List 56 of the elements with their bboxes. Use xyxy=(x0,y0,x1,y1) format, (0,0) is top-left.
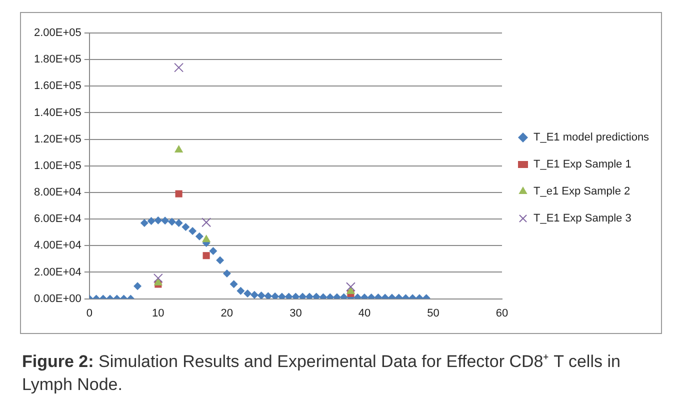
x-tick-label: 30 xyxy=(290,307,302,320)
x-tick-label: 50 xyxy=(427,307,440,320)
point xyxy=(188,227,197,236)
point xyxy=(168,218,176,226)
y-tick-label: 2.00E+05 xyxy=(34,27,82,40)
point xyxy=(154,216,162,224)
x-tick-label: 40 xyxy=(358,307,371,320)
point xyxy=(153,273,163,283)
point xyxy=(216,256,224,264)
x-tick-label: 60 xyxy=(496,307,508,320)
point xyxy=(161,216,170,225)
point xyxy=(182,223,190,232)
legend-label: T_e1 Exp Sample 2 xyxy=(534,186,630,198)
point xyxy=(278,292,286,299)
x-tick-label: 20 xyxy=(220,307,234,320)
point xyxy=(195,232,204,240)
y-tick-label: 1.00E+05 xyxy=(34,160,82,172)
y-tick-label: 2.00E+04 xyxy=(34,266,82,278)
y-tick-label: 1.60E+05 xyxy=(34,80,82,92)
point xyxy=(202,218,212,228)
y-tick-label: 1.80E+05 xyxy=(34,54,82,66)
y-tick-label: 0.00E+00 xyxy=(34,292,82,305)
point xyxy=(140,219,148,228)
point xyxy=(209,246,218,255)
point xyxy=(202,252,210,260)
y-tick-label: 1.40E+05 xyxy=(34,106,82,119)
legend-label: T_E1 Exp Sample 3 xyxy=(534,212,632,225)
y-tick-label: 8.00E+04 xyxy=(34,186,82,199)
point xyxy=(312,292,320,299)
point xyxy=(244,289,252,298)
point xyxy=(230,280,238,288)
point xyxy=(346,282,356,292)
point xyxy=(264,292,272,299)
point xyxy=(257,291,266,299)
point xyxy=(202,234,211,242)
point xyxy=(271,292,280,299)
point xyxy=(175,190,182,198)
y-tick-label: 4.00E+04 xyxy=(34,240,82,252)
x-tick-label: 10 xyxy=(152,307,164,320)
point xyxy=(250,290,258,299)
y-tick-label: 1.20E+05 xyxy=(34,133,82,146)
legend-label: T_E1 Exp Sample 1 xyxy=(534,158,632,171)
point xyxy=(305,292,314,299)
x-tick-label: 0 xyxy=(86,307,92,320)
point xyxy=(134,282,142,290)
y-tick-label: 6.00E+04 xyxy=(34,213,82,226)
point xyxy=(222,270,231,278)
point xyxy=(174,219,183,228)
point xyxy=(298,292,307,299)
point xyxy=(236,286,245,295)
point xyxy=(154,278,162,286)
caption: Figure 2: Simulation Results and Experimental Data for Effector CD8⁺ T cells in Lymph Node. xyxy=(22,351,622,396)
legend-label: T_E1 model predictions xyxy=(534,132,650,144)
point xyxy=(147,217,156,226)
point xyxy=(284,292,293,299)
point xyxy=(292,292,300,299)
